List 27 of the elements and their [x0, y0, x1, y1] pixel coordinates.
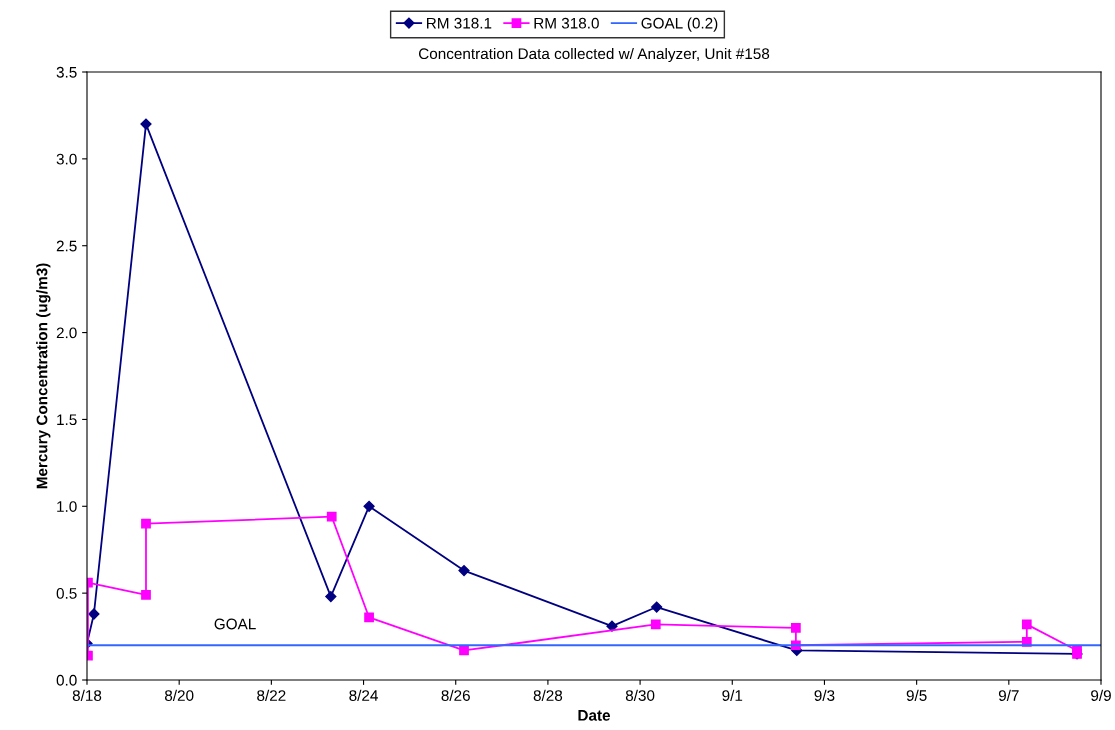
- x-tick-label: 8/18: [72, 689, 102, 701]
- legend-label: RM 318.1: [427, 17, 492, 29]
- x-axis-title: Date: [578, 710, 611, 721]
- y-tick-label: 0.5: [56, 588, 77, 599]
- y-tick-label: 1.0: [57, 501, 77, 512]
- y-tick-label: 3.5: [56, 66, 77, 78]
- y-axis-title: Mercury Concentration (ug/m3): [36, 263, 51, 489]
- x-tick-label: 8/20: [164, 689, 194, 701]
- y-tick-label: 1.5: [57, 414, 77, 426]
- x-tick-label: 9/5: [906, 689, 927, 701]
- x-tick-label: 8/22: [257, 689, 286, 701]
- legend-label: GOAL (0.2): [641, 17, 718, 32]
- x-tick-label: 8/28: [533, 689, 563, 701]
- x-tick-label: 8/24: [349, 689, 378, 701]
- x-tick-label: 9/7: [998, 689, 1019, 701]
- x-tick-label: 8/26: [441, 689, 470, 701]
- legend-label: RM 318.0: [534, 17, 599, 29]
- y-tick-label: 0.0: [56, 674, 77, 686]
- y-tick-label: 2.0: [56, 327, 77, 339]
- x-tick-label: 9/1: [722, 689, 743, 701]
- annotation: GOAL: [214, 618, 256, 630]
- y-tick-label: 2.5: [56, 240, 77, 252]
- y-tick-label: 3.0: [56, 153, 77, 165]
- x-tick-label: 9/3: [814, 689, 835, 701]
- chart-title: Concentration Data collected w/ Analyzer, Unit #158: [418, 47, 770, 63]
- x-tick-label: 9/9: [1091, 689, 1111, 701]
- x-tick-label: 8/30: [625, 689, 655, 701]
